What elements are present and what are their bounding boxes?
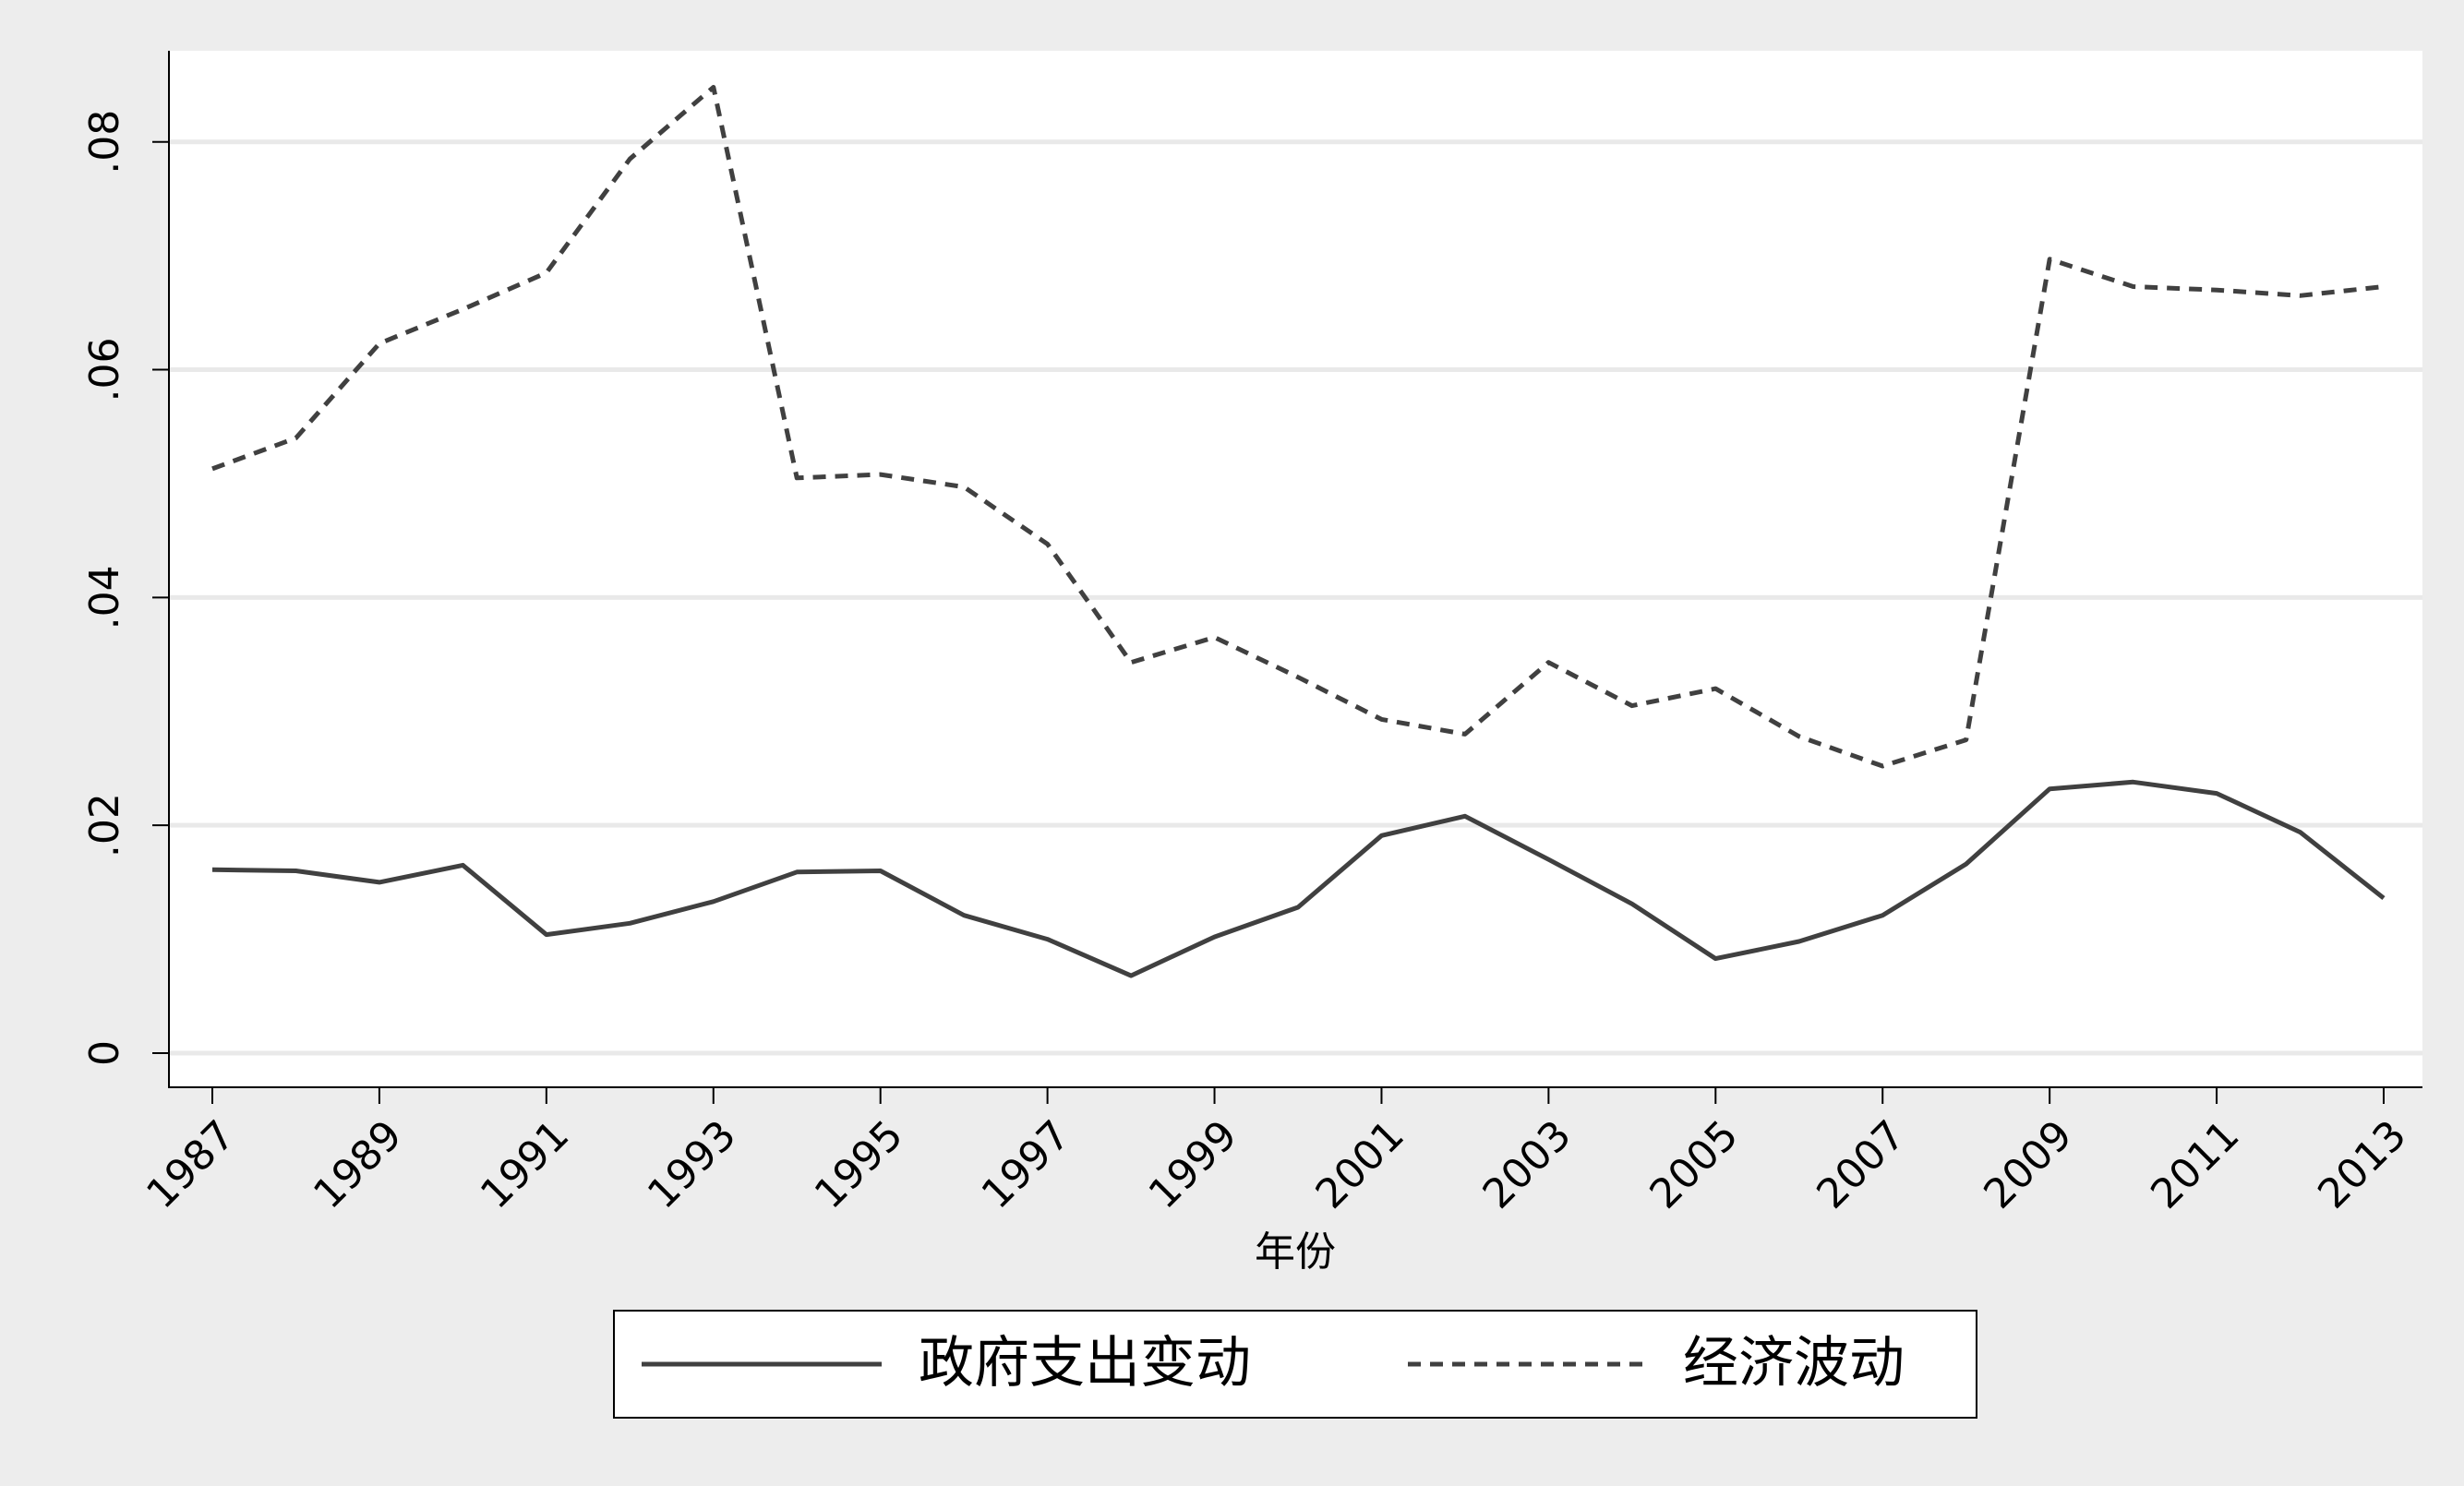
y-ticks: 0 .02 .04 .06 .08	[81, 110, 169, 1066]
legend-label-economic-fluctuation: 经济波动	[1683, 1331, 1905, 1396]
plot-area	[169, 51, 2422, 1086]
series-line-government-spending	[211, 779, 2386, 978]
axes	[168, 51, 2422, 1088]
y-tick-label: .08	[81, 110, 128, 174]
y-tick-label: .02	[81, 793, 128, 857]
x-axis-label: 年份	[1255, 1228, 1336, 1276]
gridlines	[170, 139, 2422, 1056]
y-tick-label: .06	[81, 338, 128, 402]
legend: 政府支出变动 经济波动	[613, 1310, 1977, 1419]
y-tick-label: 0	[81, 1040, 128, 1066]
series-lines	[211, 85, 2386, 978]
series-line-economic-fluctuation	[211, 85, 2385, 769]
y-tick-label: .04	[81, 565, 128, 629]
legend-label-government-spending: 政府支出变动	[919, 1331, 1251, 1396]
